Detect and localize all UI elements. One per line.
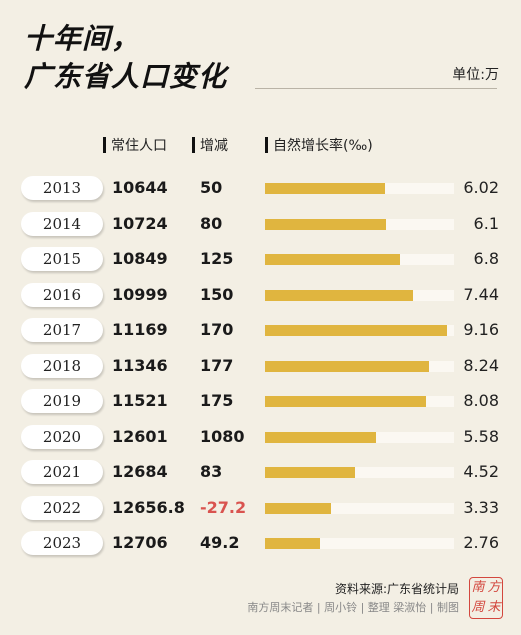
population-value: 11346	[112, 355, 168, 375]
rate-value: 6.02	[463, 178, 499, 197]
population-value: 11169	[112, 320, 168, 339]
table-row: 2019 11521 175 8.08	[0, 389, 521, 413]
bar-track	[265, 538, 454, 549]
table-row: 2013 10644 50 6.02	[0, 176, 521, 200]
change-value: 177	[200, 355, 234, 375]
publisher-seal: 南 方 周 末	[469, 577, 503, 619]
rate-value: 6.8	[473, 249, 499, 268]
rate-value: 2.76	[463, 533, 499, 552]
rate-bar	[265, 467, 355, 478]
table-row: 2015 10849 125 6.8	[0, 247, 521, 271]
rate-value: 6.1	[473, 213, 499, 233]
change-value: 170	[200, 320, 234, 339]
credit-note: 南方周末记者 | 周小铃 | 整理 梁淑怡 | 制图	[247, 601, 459, 614]
bar-track	[265, 467, 454, 478]
year-label: 2020	[21, 424, 103, 449]
year-label: 2023	[21, 531, 103, 555]
source-note: 资料来源:广东省统计局	[334, 582, 459, 596]
change-value: 80	[200, 213, 223, 233]
year-label: 2022	[21, 495, 103, 520]
year-label: 2019	[21, 389, 103, 413]
rate-value: 7.44	[463, 284, 499, 304]
rate-bar	[265, 218, 387, 230]
table-row: 2022 12656.8 -27.2 3.33	[0, 495, 521, 520]
seal-char: 周	[471, 600, 485, 615]
seal-char: 方	[487, 580, 501, 595]
rate-bar	[265, 325, 448, 336]
column-header-change: 增减	[192, 135, 228, 155]
rate-value: 3.33	[463, 497, 499, 517]
rate-bar	[265, 538, 320, 549]
rate-value: 4.52	[463, 462, 499, 481]
table-row: 2017 11169 170 9.16	[0, 318, 521, 342]
population-value: 10849	[112, 249, 168, 268]
population-value: 10724	[112, 213, 168, 233]
title-line2: 广东省人口变化	[24, 60, 228, 93]
population-value: 11521	[112, 391, 168, 410]
population-value: 12601	[112, 426, 168, 446]
table-row: 2023 12706 49.2 2.76	[0, 531, 521, 555]
year-label: 2013	[21, 176, 103, 200]
year-label: 2014	[21, 211, 103, 236]
year-label: 2015	[21, 247, 103, 271]
rate-bar	[265, 502, 332, 514]
table-row: 2021 12684 83 4.52	[0, 460, 521, 484]
rate-bar	[265, 289, 414, 301]
title-line1: 十年间，	[24, 22, 141, 55]
rate-bar	[265, 431, 376, 443]
population-value: 12706	[112, 533, 168, 552]
change-value: 150	[200, 284, 234, 304]
table-row: 2016 10999 150 7.44	[0, 282, 521, 307]
rate-bar	[265, 396, 426, 407]
title-underline	[255, 88, 497, 89]
table-row: 2018 11346 177 8.24	[0, 353, 521, 378]
column-header-rate: 自然增长率(‰)	[265, 135, 373, 155]
rate-bar	[265, 254, 401, 265]
year-label: 2016	[21, 282, 103, 307]
seal-char: 南	[471, 580, 485, 595]
rate-value: 9.16	[463, 320, 499, 339]
year-label: 2021	[21, 460, 103, 484]
change-value: -27.2	[200, 497, 247, 517]
year-label: 2017	[21, 318, 103, 342]
change-value: 175	[200, 391, 234, 410]
year-label: 2018	[21, 353, 103, 378]
rate-value: 8.08	[463, 391, 499, 410]
unit-label: 单位:万	[452, 67, 499, 83]
change-value: 50	[200, 178, 223, 197]
change-value: 125	[200, 249, 234, 268]
column-header-population: 常住人口	[103, 135, 167, 155]
rate-value: 5.58	[463, 426, 499, 446]
change-value: 49.2	[200, 533, 240, 552]
change-value: 1080	[200, 426, 245, 446]
population-value: 12656.8	[112, 497, 185, 517]
seal-char: 末	[487, 600, 501, 615]
rate-bar	[265, 183, 385, 194]
rate-value: 8.24	[463, 355, 499, 375]
table-row: 2020 12601 1080 5.58	[0, 424, 521, 449]
bar-track	[265, 502, 454, 514]
population-value: 10644	[112, 178, 168, 197]
population-value: 10999	[112, 284, 168, 304]
table-row: 2014 10724 80 6.1	[0, 211, 521, 236]
rate-bar	[265, 360, 429, 372]
change-value: 83	[200, 462, 223, 481]
population-value: 12684	[112, 462, 168, 481]
